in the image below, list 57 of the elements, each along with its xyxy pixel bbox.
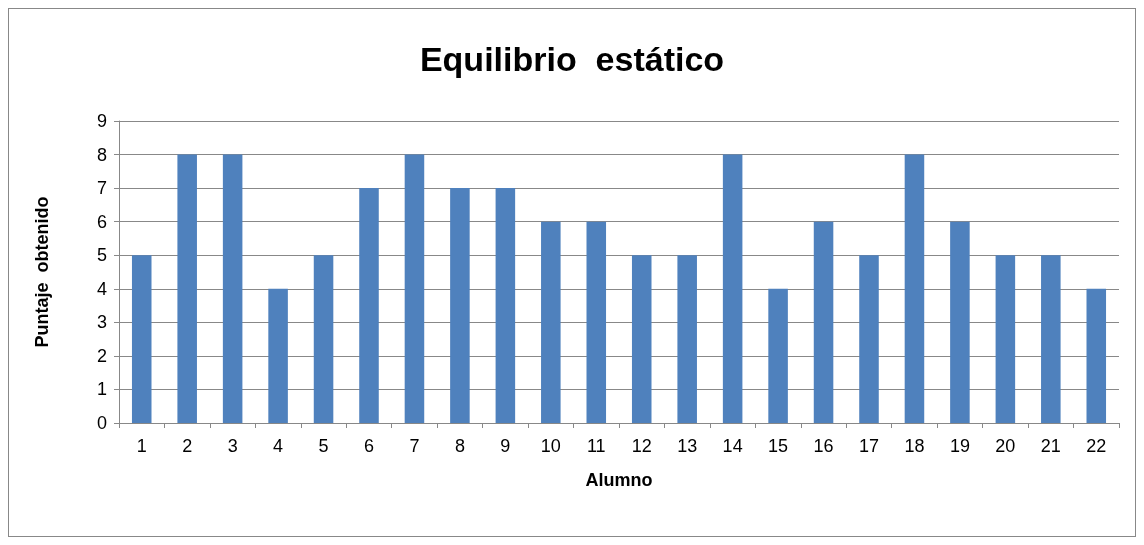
bar [995, 255, 1016, 423]
bar [904, 154, 925, 423]
bar [222, 154, 243, 423]
y-tick-label: 4 [96, 278, 107, 299]
y-tick-label: 1 [96, 379, 107, 400]
bar [495, 188, 516, 423]
x-tick-label: 13 [677, 436, 698, 456]
x-tick-label: 20 [995, 436, 1016, 456]
bar [404, 154, 425, 423]
y-tick-label: 8 [96, 144, 107, 165]
y-tick-label: 2 [96, 345, 107, 366]
y-tick-label: 9 [96, 111, 107, 131]
bar [131, 255, 152, 423]
y-tick-label: 0 [96, 413, 107, 433]
bar [768, 288, 788, 423]
x-tick-label: 5 [318, 436, 329, 456]
x-tick-label: 10 [540, 436, 561, 456]
x-tick-label: 3 [227, 436, 238, 456]
x-tick-label: 2 [182, 436, 193, 456]
bar [631, 255, 652, 423]
bar [450, 188, 470, 423]
y-tick-label: 7 [96, 178, 107, 199]
x-tick-label: 12 [631, 436, 652, 456]
x-tick-label: 9 [500, 436, 511, 456]
chart-title: Equilibrio estático [419, 40, 725, 78]
bar [359, 188, 379, 423]
bar [313, 255, 334, 423]
x-tick-label: 15 [768, 436, 789, 456]
x-tick-label: 17 [858, 436, 880, 456]
bar [268, 288, 288, 423]
x-tick-label: 16 [813, 436, 834, 456]
y-tick-label: 6 [96, 211, 107, 232]
bar [1086, 288, 1107, 423]
y-axis-title: Puntaje obtenido [32, 196, 52, 348]
y-tick-label: 3 [96, 312, 107, 333]
x-tick-label: 14 [722, 436, 743, 456]
bar [859, 255, 879, 423]
x-tick-label: 8 [454, 436, 465, 456]
x-tick-label: 6 [363, 436, 375, 456]
x-tick-label: 18 [904, 436, 925, 456]
x-tick-label: 7 [409, 436, 420, 456]
x-tick-label: 19 [949, 436, 970, 456]
x-tick-label: 22 [1086, 436, 1107, 456]
x-tick-label: 4 [273, 436, 284, 456]
bar [950, 221, 970, 423]
bar [177, 154, 197, 423]
bar [1041, 255, 1061, 423]
bar [813, 221, 834, 423]
x-axis-title: Alumno [585, 470, 653, 490]
bar [722, 154, 743, 423]
y-tick-label: 5 [96, 245, 107, 266]
x-tick-label: 1 [136, 436, 147, 456]
x-tick-label: 21 [1040, 436, 1061, 456]
bar [677, 255, 697, 423]
bar [541, 221, 561, 423]
x-tick-label: 11 [586, 436, 606, 456]
bar [586, 221, 607, 423]
